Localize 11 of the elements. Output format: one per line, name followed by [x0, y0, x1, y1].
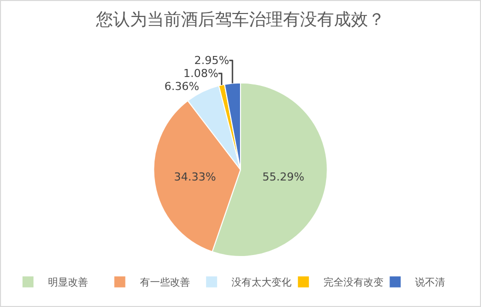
data-label: 55.29% — [262, 170, 304, 184]
chart-title: 您认为当前酒后驾车治理有没有成效？ — [95, 10, 385, 30]
data-label: 6.36% — [164, 80, 200, 93]
data-label: 2.95% — [194, 54, 230, 67]
legend-label: 没有太大变化 — [232, 276, 292, 289]
legend-label: 完全没有改变 — [323, 276, 384, 289]
legend-label: 有一些改善 — [140, 276, 190, 289]
legend-label: 明显改善 — [48, 276, 88, 289]
data-label: 1.08% — [183, 66, 218, 80]
data-label: 34.33% — [174, 170, 216, 184]
legend-label: 说不清 — [415, 276, 446, 289]
